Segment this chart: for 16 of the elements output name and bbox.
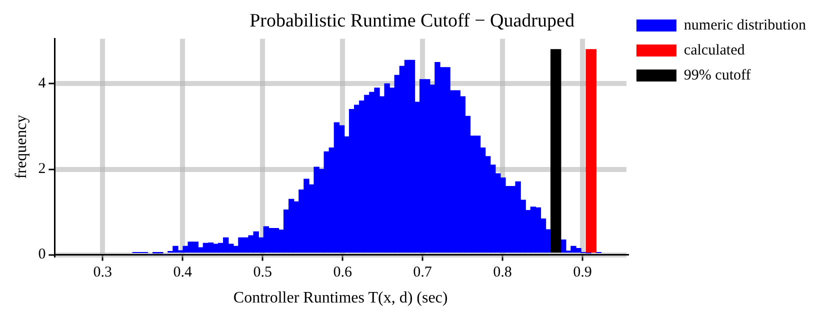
y-tick-label: 0 — [38, 246, 46, 263]
x-tick-label: 0.9 — [573, 264, 592, 281]
x-tick-label: 0.4 — [173, 264, 193, 281]
x-tick-label: 0.6 — [333, 264, 352, 281]
x-tick-label: 0.8 — [493, 264, 512, 281]
legend-label: 99% cutoff — [684, 67, 751, 84]
legend-label: calculated — [684, 42, 746, 58]
x-tick-label: 0.7 — [413, 264, 432, 281]
x-axis-title: Controller Runtimes T(x, d) (sec) — [233, 290, 448, 307]
x-tick-label: 0.3 — [93, 264, 112, 281]
x-tick-label: 0.5 — [253, 264, 272, 281]
y-axis-title: frequency — [12, 114, 30, 179]
legend-label: numeric distribution — [684, 17, 806, 34]
chart-title: Probabilistic Runtime Cutoff − Quadruped — [250, 10, 575, 32]
y-tick-label: 2 — [38, 161, 46, 178]
y-tick-label: 4 — [38, 76, 46, 92]
